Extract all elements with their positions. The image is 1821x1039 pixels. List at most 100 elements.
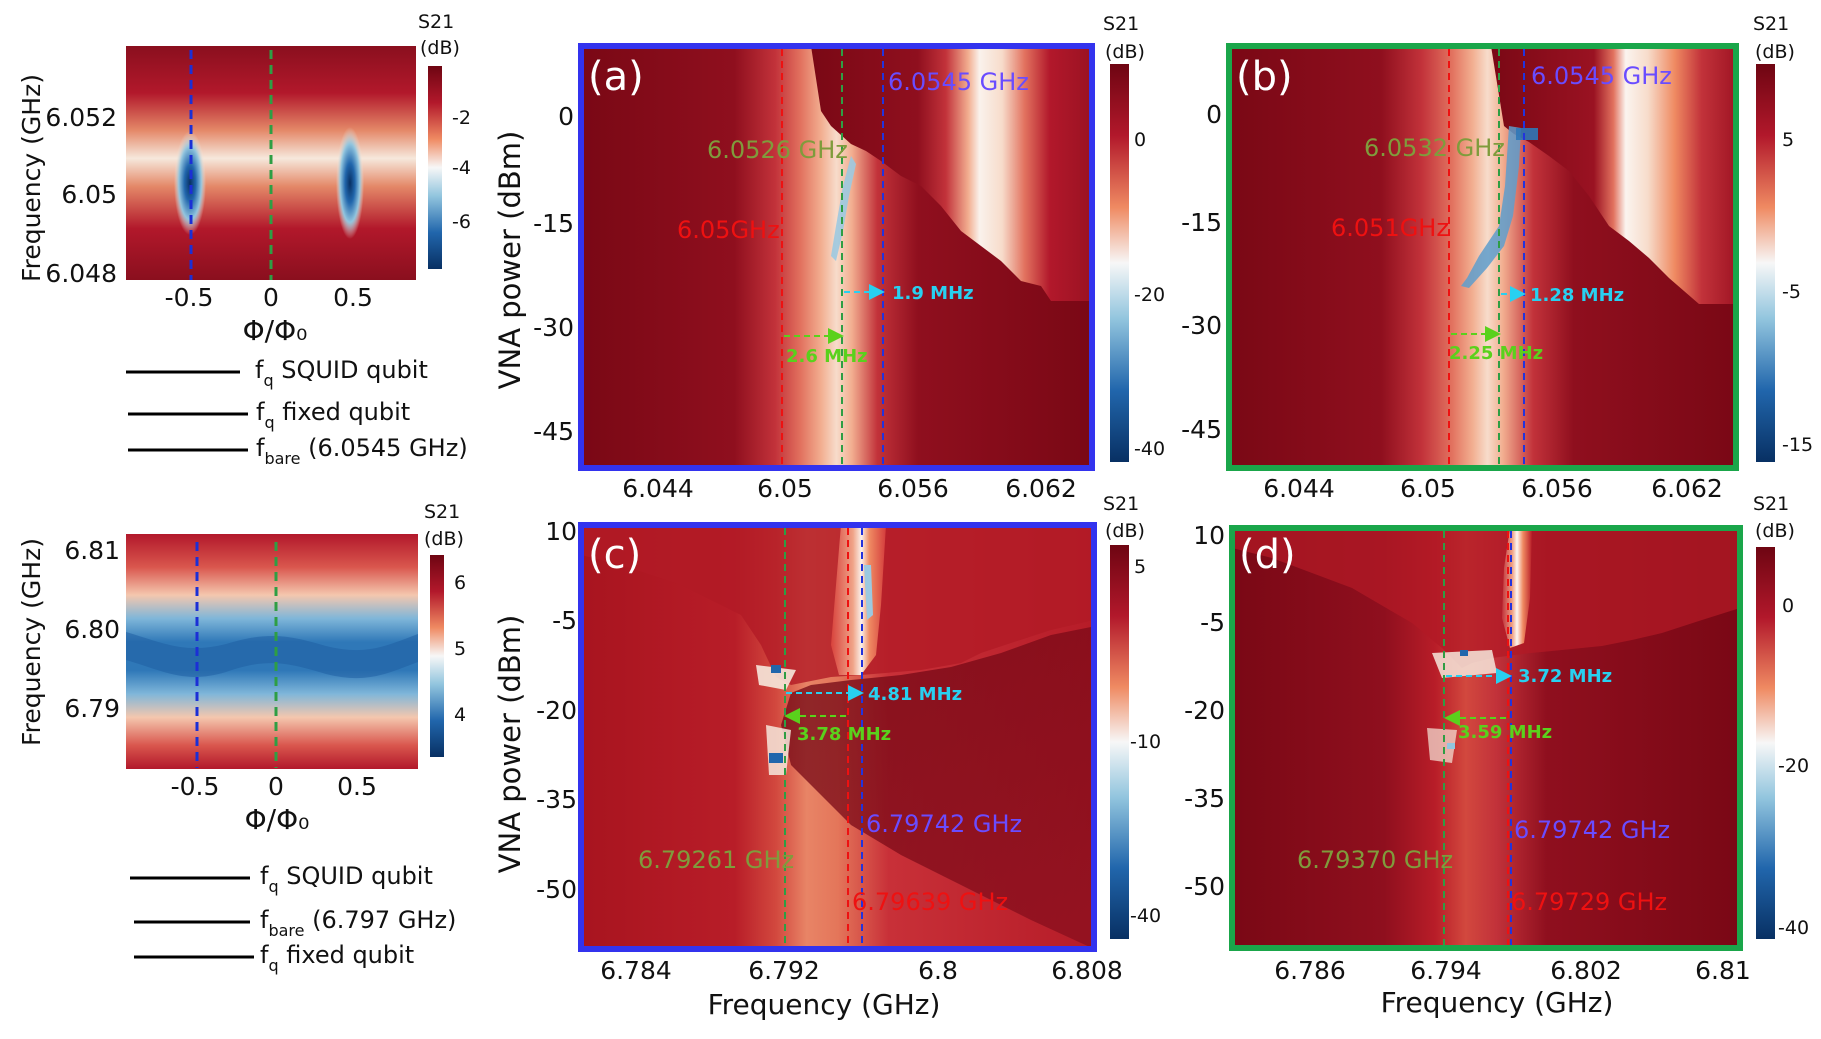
colorbar-tick: -40 xyxy=(1778,917,1809,939)
x-axis-label: Frequency (GHz) xyxy=(1381,986,1614,1019)
colorbar xyxy=(1110,545,1129,939)
panel-label: (a) xyxy=(588,54,644,100)
legend-item: fq SQUID qubit xyxy=(260,862,433,896)
x-axis-label: Φ/Φ₀ xyxy=(243,314,308,347)
y-tick-label: -15 xyxy=(533,209,574,238)
x-axis-label: Φ/Φ₀ xyxy=(245,803,310,836)
x-tick-label: 6.044 xyxy=(1263,474,1335,503)
y-tick-label: -50 xyxy=(1184,872,1225,901)
y-tick-label: -50 xyxy=(536,875,577,904)
upper-region xyxy=(1491,46,1736,304)
legend-item: fq fixed qubit xyxy=(256,398,410,432)
x-tick-label: 6.056 xyxy=(1521,474,1593,503)
colorbar-tick: 5 xyxy=(454,638,466,660)
colorbar-unit: (dB) xyxy=(420,37,460,59)
y-tick-label: 6.79 xyxy=(64,694,120,723)
bright-column xyxy=(1502,528,1532,648)
y-ticks: 0 -15 -30 -45 xyxy=(1181,100,1222,444)
colorbar-unit: (dB) xyxy=(1105,41,1145,63)
y-tick-label: -20 xyxy=(536,696,577,725)
y-tick-label: -45 xyxy=(533,417,574,446)
x-tick-label: 6.05 xyxy=(1400,474,1456,503)
colorbar-tick: -5 xyxy=(1782,281,1801,303)
y-ticks: 0 -15 -30 -45 xyxy=(533,102,574,446)
y-axis-label: Frequency (GHz) xyxy=(17,538,46,746)
measurement-label: 3.78 MHz xyxy=(797,724,891,745)
colorbar-title: S21 xyxy=(424,501,460,523)
measurement-label: 3.59 MHz xyxy=(1458,722,1552,743)
colorbar-title: S21 xyxy=(1103,13,1139,35)
colorbar-tick: 0 xyxy=(1782,595,1794,617)
colorbar xyxy=(430,555,444,757)
legend-item: fq SQUID qubit xyxy=(255,356,428,390)
colorbar-tick: -20 xyxy=(1134,284,1165,306)
x-tick-label: 6.794 xyxy=(1410,956,1482,985)
resonance-spot xyxy=(769,753,783,763)
colorbar-unit: (dB) xyxy=(1105,520,1145,542)
y-ticks: 6.81 6.80 6.79 xyxy=(64,536,120,723)
x-ticks: 6.044 6.05 6.056 6.062 xyxy=(622,474,1077,503)
y-tick-label: -15 xyxy=(1181,208,1222,237)
x-tick-label: 6.808 xyxy=(1051,956,1123,985)
y-tick-label: 6.052 xyxy=(45,103,117,132)
x-tick-label: -0.5 xyxy=(171,772,220,801)
legend-top: fq SQUID qubit fq fixed qubit fbare (6.0… xyxy=(126,356,468,468)
y-tick-label: -5 xyxy=(552,606,577,635)
y-tick-label: -35 xyxy=(1184,784,1225,813)
measurement-label: 2.6 MHz xyxy=(786,346,868,367)
frequency-annotation: 6.79370 GHz xyxy=(1297,846,1453,874)
y-tick-label: 6.048 xyxy=(45,259,117,288)
colorbar-tick: -20 xyxy=(1778,755,1809,777)
x-ticks: -0.5 0 0.5 xyxy=(171,772,377,801)
colorbar-tick: 0 xyxy=(1134,129,1146,151)
x-ticks: 6.784 6.792 6.8 6.808 xyxy=(600,956,1123,985)
panel-c-plot xyxy=(581,525,1094,949)
y-tick-label: 10 xyxy=(1193,521,1225,550)
resonance-spot xyxy=(771,665,781,673)
x-tick-label: 6.802 xyxy=(1550,956,1622,985)
resonance-highlight xyxy=(1432,650,1497,678)
y-tick-label: 10 xyxy=(545,517,577,546)
panel-label: (b) xyxy=(1236,54,1293,100)
panel-b-plot xyxy=(1229,46,1736,468)
frequency-annotation: 6.051GHz xyxy=(1331,214,1449,242)
resonance-trace xyxy=(831,156,856,261)
y-axis-label: Frequency (GHz) xyxy=(17,74,46,282)
resonance-trace xyxy=(1461,126,1521,288)
colorbar-tick: 5 xyxy=(1134,556,1146,578)
resonance-highlight xyxy=(756,665,796,690)
upper-region xyxy=(811,46,1092,301)
panel-b: (b) 6.0545 GHz 6.0532 GHz 6.051GHz 1.28 … xyxy=(1181,13,1813,503)
y-tick-label: -30 xyxy=(533,313,574,342)
y-tick-label: 6.80 xyxy=(64,615,120,644)
dip-left xyxy=(174,131,206,235)
frequency-annotation: 6.79639 GHz xyxy=(852,888,1008,916)
colorbar-tick: -2 xyxy=(452,107,471,129)
panel-b-frame xyxy=(1226,43,1739,471)
panel-a: (a) 6.0545 GHz 6.0526 GHz 6.05GHz 1.9 MH… xyxy=(493,13,1165,503)
x-tick-label: 6.05 xyxy=(757,474,813,503)
colorbar xyxy=(1756,64,1775,462)
legend-item: fbare (6.797 GHz) xyxy=(260,906,456,940)
resonance-spot xyxy=(1516,128,1538,140)
y-axis-label: VNA power (dBm) xyxy=(493,131,527,390)
measurement-label: 2.25 MHz xyxy=(1449,343,1543,364)
dip-right xyxy=(336,127,364,239)
colorbar-tick: 6 xyxy=(454,572,466,594)
measurement-label: 4.81 MHz xyxy=(868,684,962,705)
colorbar-tick: -40 xyxy=(1130,905,1161,927)
measurement-label: 1.28 MHz xyxy=(1530,285,1624,306)
x-tick-label: 6.81 xyxy=(1695,956,1751,985)
panel-c: (c) 6.79742 GHz 6.79261 GHz 6.79639 GHz … xyxy=(493,493,1161,1021)
resonance-trace xyxy=(864,565,873,620)
panel-a-plot xyxy=(581,46,1092,468)
frequency-annotation: 6.05GHz xyxy=(677,216,780,244)
flux-map-bottom: 6.81 6.80 6.79 -0.5 0 0.5 Φ/Φ₀ Frequency… xyxy=(17,501,466,975)
colorbar-tick: -10 xyxy=(1130,731,1161,753)
colorbar-tick: -6 xyxy=(452,211,471,233)
y-tick-label: 6.05 xyxy=(61,180,117,209)
panel-a-frame xyxy=(578,43,1095,471)
x-tick-label: 6.056 xyxy=(877,474,949,503)
colorbar-title: S21 xyxy=(1103,493,1139,515)
frequency-annotation: 6.79742 GHz xyxy=(1514,816,1670,844)
